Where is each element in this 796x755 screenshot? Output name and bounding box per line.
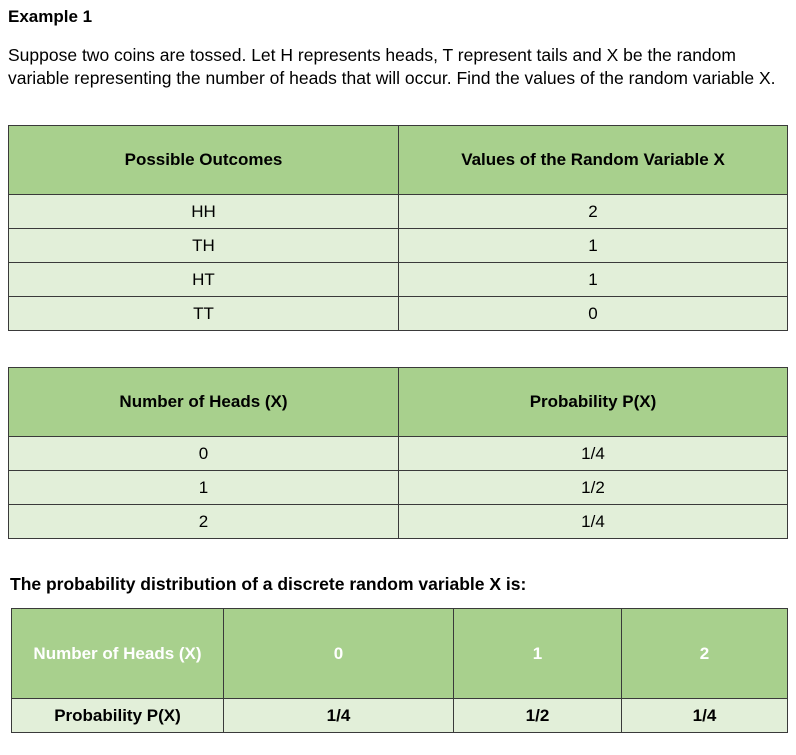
x-value-cell: 1 xyxy=(453,608,622,699)
outcome-cell: TH xyxy=(8,228,399,263)
probability-table: Number of Heads (X) Probability P(X) 0 1… xyxy=(8,367,788,539)
p-value-cell: 1/2 xyxy=(453,698,622,733)
p-value-cell: 1/4 xyxy=(223,698,454,733)
table-row: HH 2 xyxy=(8,194,788,229)
x-value-cell: 2 xyxy=(621,608,788,699)
header-probability: Probability P(X) xyxy=(398,367,788,437)
probability-cell: 1/4 xyxy=(398,504,788,539)
value-cell: 1 xyxy=(398,262,788,297)
value-cell: 1 xyxy=(398,228,788,263)
table-header-row: Possible Outcomes Values of the Random V… xyxy=(8,125,788,195)
distribution-x-row: Number of Heads (X) 0 1 2 xyxy=(11,608,788,699)
value-cell: 0 xyxy=(398,296,788,331)
heads-cell: 0 xyxy=(8,436,399,471)
table-row: 1 1/2 xyxy=(8,470,788,505)
row-label-number-of-heads: Number of Heads (X) xyxy=(11,608,224,699)
outcomes-table: Possible Outcomes Values of the Random V… xyxy=(8,125,788,331)
table-row: TT 0 xyxy=(8,296,788,331)
header-random-variable-values: Values of the Random Variable X xyxy=(398,125,788,195)
header-number-of-heads: Number of Heads (X) xyxy=(8,367,399,437)
table-row: 0 1/4 xyxy=(8,436,788,471)
heads-cell: 1 xyxy=(8,470,399,505)
x-value-cell: 0 xyxy=(223,608,454,699)
table-row: HT 1 xyxy=(8,262,788,297)
problem-statement: Suppose two coins are tossed. Let H repr… xyxy=(8,45,776,88)
table-row: TH 1 xyxy=(8,228,788,263)
outcome-cell: TT xyxy=(8,296,399,331)
example-heading: Example 1 xyxy=(8,7,93,26)
header-possible-outcomes: Possible Outcomes xyxy=(8,125,399,195)
distribution-table: Number of Heads (X) 0 1 2 Probability P(… xyxy=(11,608,788,733)
distribution-p-row: Probability P(X) 1/4 1/2 1/4 xyxy=(11,698,788,733)
value-cell: 2 xyxy=(398,194,788,229)
outcome-cell: HH xyxy=(8,194,399,229)
table-row: 2 1/4 xyxy=(8,504,788,539)
row-label-probability: Probability P(X) xyxy=(11,698,224,733)
p-value-cell: 1/4 xyxy=(621,698,788,733)
distribution-caption: The probability distribution of a discre… xyxy=(10,574,527,594)
probability-cell: 1/2 xyxy=(398,470,788,505)
probability-cell: 1/4 xyxy=(398,436,788,471)
heads-cell: 2 xyxy=(8,504,399,539)
table-header-row: Number of Heads (X) Probability P(X) xyxy=(8,367,788,437)
outcome-cell: HT xyxy=(8,262,399,297)
